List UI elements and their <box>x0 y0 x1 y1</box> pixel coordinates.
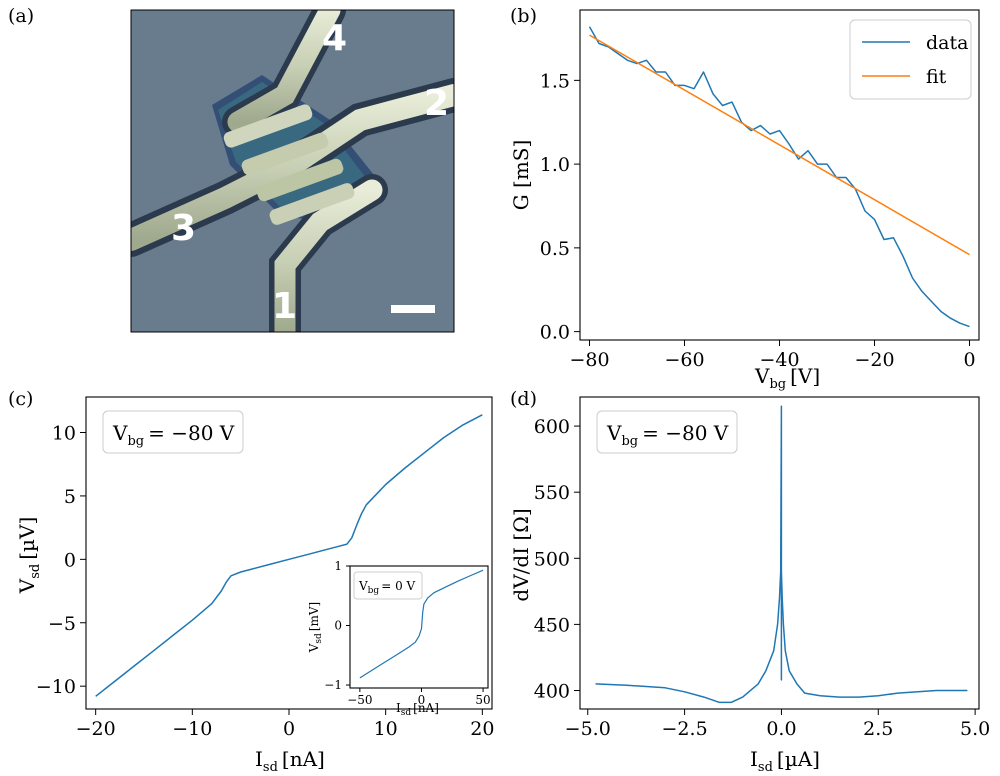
chart-c-xtick-label: 20 <box>470 718 494 740</box>
inset-ytick-label: 1 <box>334 559 342 573</box>
panel-label-b: (b) <box>510 5 537 27</box>
chart-c-inset: −50 0 50 −1 0 1 Vbg = 0 V Vsd[mV] Isd [nA] <box>307 559 491 718</box>
scale-bar <box>391 305 435 313</box>
contact-label-3: 3 <box>171 208 196 249</box>
chart-d-ticks: −5.0 −2.5 0.0 2.5 5.0 400 450 500 550 600 <box>534 416 991 740</box>
contact-label-2: 2 <box>424 83 449 124</box>
inset-annotation-box <box>353 571 423 600</box>
chart-d-annotation-box <box>596 410 738 454</box>
chart-b-ytick-label: 0.0 <box>540 322 570 344</box>
chart-d-ytick-label: 600 <box>534 416 570 438</box>
device-micrograph: 1 2 3 4 <box>131 10 454 332</box>
inset-xlabel: Isd [nA] <box>396 701 439 718</box>
chart-d-ylabel: dV/dI [Ω] <box>509 508 533 601</box>
inset-ytick-label: −1 <box>324 678 342 692</box>
chart-c-xtick-label: 10 <box>374 718 398 740</box>
chart-b-xtick-label: −40 <box>759 349 799 371</box>
panel-label-c: (c) <box>8 388 33 410</box>
chart-d-ytick-label: 450 <box>534 614 570 636</box>
chart-d-xtick-label: 0.0 <box>766 718 796 740</box>
chart-c-ytick-label: −10 <box>36 676 76 698</box>
inset-ytick-label: 0 <box>334 619 342 633</box>
inset-ylabel: Vsd[mV] <box>307 602 324 653</box>
chart-b: −80 −60 −40 −20 0 0.0 0.5 1.0 1.5 data fit G [mS… <box>509 9 980 392</box>
chart-c-plot <box>95 414 483 697</box>
chart-b-ytick-label: 0.5 <box>540 238 570 260</box>
chart-b-plot <box>588 26 970 328</box>
chart-c-series-line0 <box>95 414 483 697</box>
chart-c-annotation: Vbg = −80 V <box>112 421 235 449</box>
chart-b-series-data <box>588 26 970 328</box>
chart-d-xtick-label: −2.5 <box>662 718 708 740</box>
chart-d-xtick-label: −5.0 <box>565 718 611 740</box>
chart-b-ylabel: G [mS] <box>509 140 533 211</box>
chart-c-ytick-label: 5 <box>64 486 76 508</box>
chart-d-ytick-label: 400 <box>534 680 570 702</box>
chart-b-legend: data fit <box>849 19 972 100</box>
chart-c-xlabel: Isd [nA] <box>255 747 325 775</box>
chart-b-xlabel: Vbg [V] <box>754 364 820 392</box>
inset-ticks: −50 0 50 −1 0 1 <box>324 559 490 707</box>
legend-fit-label: fit <box>926 66 947 88</box>
inset-xtick-label: 50 <box>475 693 490 707</box>
inset-series-line0 <box>359 569 484 679</box>
chart-b-ytick-label: 1.5 <box>540 70 570 92</box>
inset-xtick-label: −50 <box>347 693 372 707</box>
chart-b-xtick-label: 0 <box>963 349 975 371</box>
chart-c-ylabel: Vsd[µV] <box>15 517 43 595</box>
chart-d-xtick-label: 2.5 <box>863 718 893 740</box>
chart-d-ytick-label: 500 <box>534 548 570 570</box>
chart-d-annotation: Vbg = −80 V <box>606 421 729 449</box>
chart-d-xlabel: Isd [µA] <box>750 747 820 775</box>
chart-c-xtick-label: −10 <box>172 718 212 740</box>
chart-d: −5.0 −2.5 0.0 2.5 5.0 400 450 500 550 600 Vbg = −8… <box>509 396 991 775</box>
chart-b-ytick-label: 1.0 <box>540 154 570 176</box>
panel-label-a: (a) <box>8 5 34 27</box>
chart-b-ticks: −80 −60 −40 −20 0 0.0 0.5 1.0 1.5 <box>540 70 976 371</box>
chart-b-xtick-label: −80 <box>569 349 609 371</box>
chart-c-annotation-box <box>102 410 244 454</box>
chart-b-xtick-label: −60 <box>664 349 704 371</box>
legend-data-label: data <box>926 32 968 54</box>
contact-label-1: 1 <box>272 286 297 327</box>
chart-c-ytick-label: −5 <box>48 613 76 635</box>
chart-d-frame <box>579 396 980 710</box>
panel-label-d: (d) <box>510 388 537 410</box>
chart-b-series-fit <box>589 34 970 256</box>
chart-c-xtick-label: 0 <box>283 718 295 740</box>
chart-d-plot <box>595 405 968 704</box>
chart-d-series-line0 <box>595 405 968 704</box>
legend-box <box>849 19 972 100</box>
chart-d-ytick-label: 550 <box>534 482 570 504</box>
chart-b-xtick-label: −20 <box>854 349 894 371</box>
inset-annotation: Vbg = 0 V <box>358 579 416 596</box>
inset-frame <box>349 565 489 689</box>
inner-contacts <box>223 104 355 225</box>
chart-c-ytick-label: 0 <box>64 549 76 571</box>
contact-label-4: 4 <box>322 18 347 59</box>
contact-wires <box>131 10 454 332</box>
inset-plot <box>359 569 484 679</box>
photo-frame <box>130 9 455 333</box>
chart-c-ytick-label: 10 <box>52 423 76 445</box>
chart-d-xtick-label: 5.0 <box>960 718 990 740</box>
chart-c-xtick-label: −20 <box>76 718 116 740</box>
inset-xtick-label: 0 <box>418 693 426 707</box>
